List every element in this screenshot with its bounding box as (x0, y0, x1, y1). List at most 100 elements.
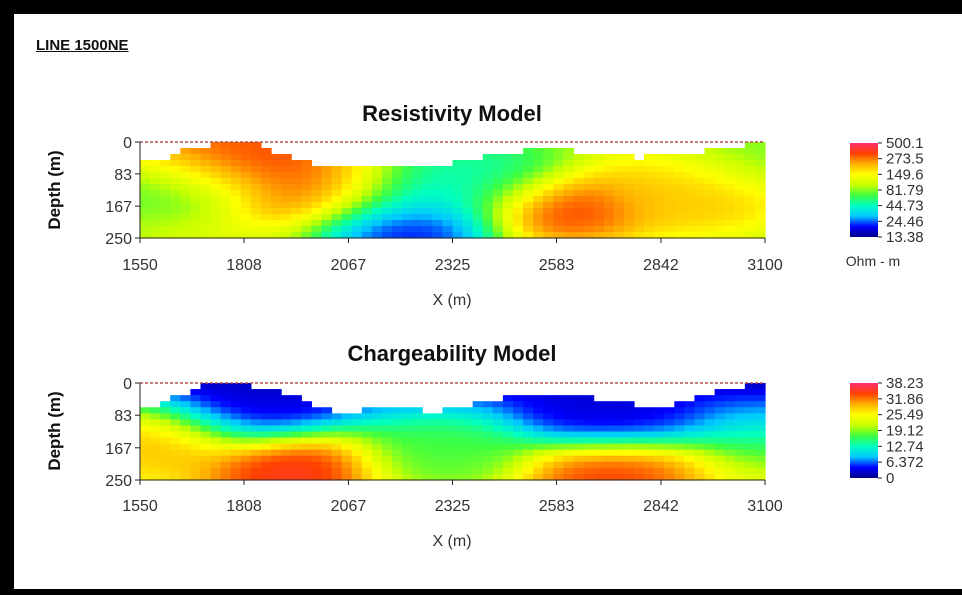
heatmap-cell (190, 449, 202, 457)
heatmap-cell (321, 437, 333, 445)
heatmap-cell (704, 395, 716, 402)
heatmap-cell (240, 196, 252, 203)
heatmap-cell (250, 232, 262, 239)
heatmap-cell (240, 184, 252, 191)
heatmap-cell (281, 196, 292, 203)
heatmap-cell (291, 196, 302, 203)
heatmap-cell (724, 407, 736, 414)
heatmap-cell (734, 202, 746, 209)
heatmap-cell (674, 214, 685, 221)
heatmap-cell (623, 202, 635, 209)
colorbar-tick-label: 24.46 (886, 213, 924, 230)
heatmap-cell (452, 455, 464, 463)
heatmap-cell (462, 172, 474, 179)
heatmap-cell (754, 419, 766, 427)
colorbar-unit: Ohm - m (846, 253, 900, 269)
heatmap-cell (533, 160, 544, 167)
heatmap-cell (674, 443, 685, 451)
heatmap-cell (402, 413, 413, 420)
heatmap-cell (291, 214, 302, 221)
heatmap-cell (512, 172, 524, 179)
heatmap-cell (210, 407, 222, 414)
heatmap-cell (170, 202, 181, 209)
heatmap-cell (754, 443, 766, 451)
heatmap-cell (230, 148, 242, 155)
heatmap-cell (361, 443, 373, 451)
colorbar (850, 383, 878, 478)
heatmap-cell (250, 431, 262, 439)
heatmap-cell (210, 184, 222, 191)
heatmap-cell (553, 419, 564, 427)
heatmap-cell (613, 467, 625, 475)
heatmap-cell (452, 425, 464, 433)
heatmap-cell (250, 461, 262, 469)
heatmap-cell (462, 190, 474, 197)
heatmap-cell (694, 160, 706, 167)
heatmap-cell (613, 419, 625, 427)
heatmap-cell (150, 419, 161, 427)
heatmap-cell (654, 232, 665, 239)
heatmap-cell (240, 220, 252, 227)
heatmap-cell (442, 208, 454, 215)
heatmap-cell (271, 160, 282, 167)
heatmap-cell (140, 449, 151, 457)
heatmap-cell (381, 220, 393, 227)
heatmap-cell (361, 455, 373, 463)
heatmap-cell (371, 437, 383, 445)
heatmap-cell (704, 202, 716, 209)
heatmap-cell (442, 425, 454, 433)
heatmap-cell (210, 431, 222, 439)
heatmap-cell (694, 467, 706, 475)
heatmap-cell (381, 467, 393, 475)
heatmap-cell (754, 172, 766, 179)
heatmap-cell (744, 419, 756, 427)
heatmap-cell (482, 190, 494, 197)
heatmap-cell (452, 202, 464, 209)
heatmap-cell (744, 467, 756, 475)
heatmap-cell (472, 208, 484, 215)
heatmap-cell (573, 154, 585, 161)
heatmap-cell (230, 455, 242, 463)
heatmap-cell (603, 431, 615, 439)
heatmap-cell (553, 160, 564, 167)
heatmap-cell (301, 461, 312, 469)
heatmap-cell (452, 449, 464, 457)
heatmap-cell (392, 178, 403, 185)
heatmap-cell (180, 154, 191, 161)
heatmap-cell (281, 413, 292, 420)
heatmap-cell (482, 214, 494, 221)
heatmap-cell (442, 461, 454, 469)
heatmap-cell (200, 443, 212, 451)
heatmap-cell (442, 443, 454, 451)
colorbar-tick-label: 31.86 (886, 391, 924, 408)
heatmap-cell (150, 172, 161, 179)
heatmap-cell (523, 425, 534, 433)
heatmap-cell (573, 407, 585, 414)
heatmap-cell (593, 473, 605, 481)
heatmap-cell (593, 220, 605, 227)
heatmap-cell (210, 467, 222, 475)
heatmap-cell (754, 154, 766, 161)
heatmap-cell (371, 461, 383, 469)
heatmap-cell (180, 226, 191, 233)
y-tick-label: 167 (105, 441, 132, 458)
heatmap-cell (502, 413, 514, 420)
heatmap-cell (613, 437, 625, 445)
heatmap-cell (341, 419, 353, 427)
heatmap-cell (553, 166, 564, 173)
heatmap-cell (351, 473, 363, 481)
heatmap-cell (341, 202, 353, 209)
heatmap-cell (734, 467, 746, 475)
heatmap-cell (170, 443, 181, 451)
heatmap-cell (694, 178, 706, 185)
heatmap-cell (462, 419, 474, 427)
heatmap-cell (553, 214, 564, 221)
heatmap-cell (744, 166, 756, 173)
heatmap-cell (271, 467, 282, 475)
heatmap-cell (543, 419, 554, 427)
heatmap-cell (190, 208, 202, 215)
heatmap-cell (422, 196, 433, 203)
heatmap-cell (694, 413, 706, 420)
heatmap-cell (281, 178, 292, 185)
heatmap-cell (341, 431, 353, 439)
